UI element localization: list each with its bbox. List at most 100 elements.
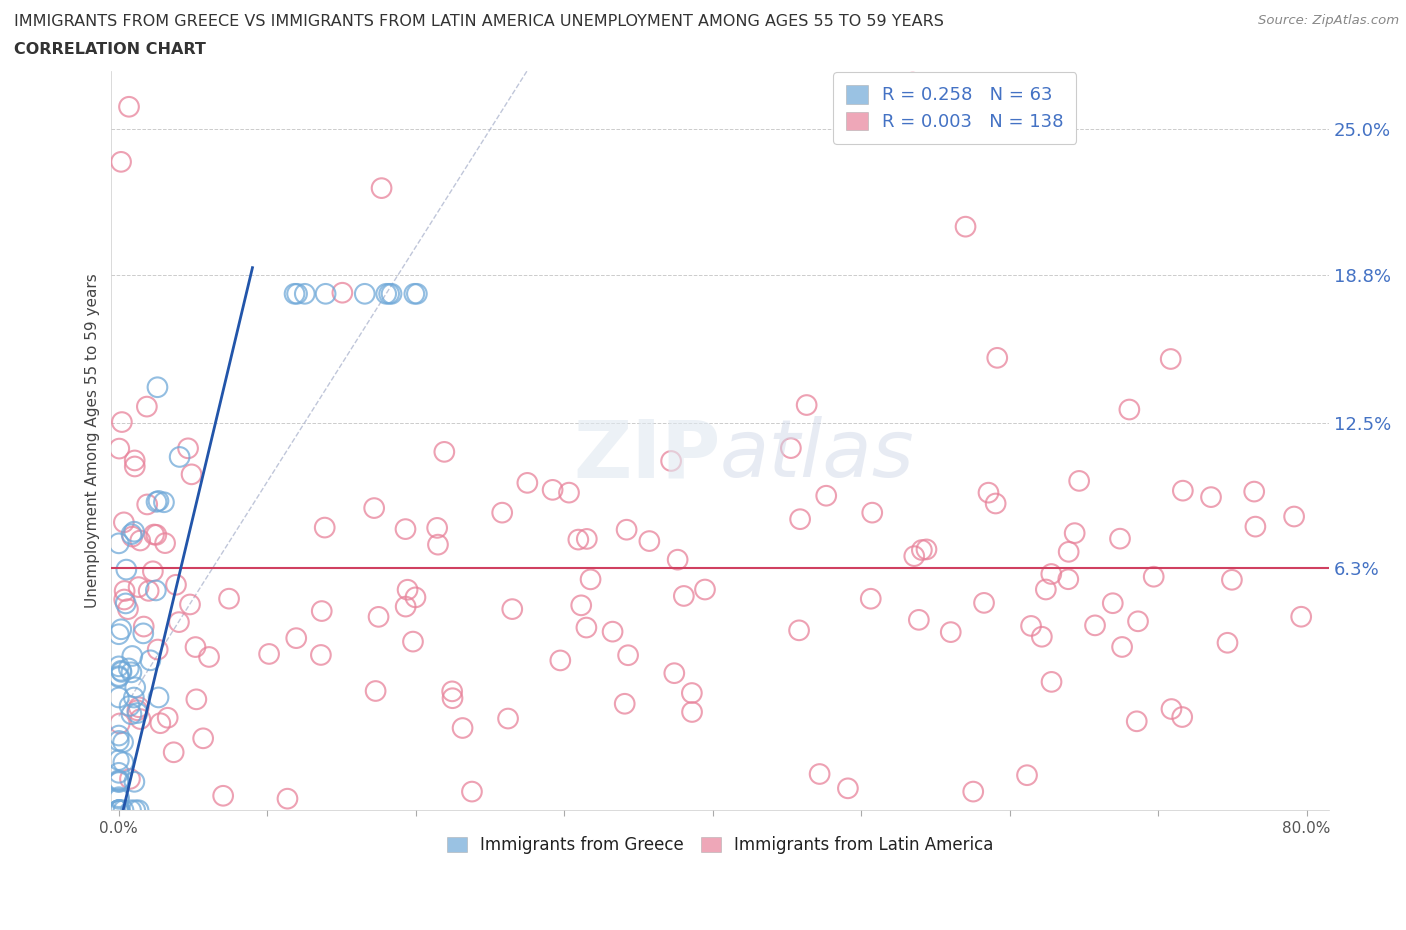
Point xyxy=(1243,485,1265,499)
Point xyxy=(977,485,1000,500)
Point xyxy=(110,663,132,678)
Point xyxy=(124,459,146,474)
Point xyxy=(496,711,519,726)
Point xyxy=(664,666,686,681)
Point xyxy=(136,497,159,512)
Point xyxy=(108,716,131,731)
Point xyxy=(311,604,333,618)
Point xyxy=(212,789,235,804)
Point xyxy=(395,599,418,614)
Point xyxy=(108,803,131,817)
Point xyxy=(108,752,131,767)
Point xyxy=(332,286,354,300)
Point xyxy=(402,634,425,649)
Point xyxy=(120,665,142,680)
Point xyxy=(121,648,143,663)
Point xyxy=(441,684,464,698)
Point xyxy=(1031,630,1053,644)
Point xyxy=(112,592,135,607)
Point xyxy=(108,627,131,642)
Point xyxy=(115,562,138,577)
Point xyxy=(108,659,131,674)
Point xyxy=(143,527,166,542)
Point xyxy=(218,591,240,606)
Point xyxy=(672,589,695,604)
Point xyxy=(441,691,464,706)
Point xyxy=(426,521,449,536)
Point xyxy=(127,706,149,721)
Point xyxy=(666,552,689,567)
Point xyxy=(796,398,818,413)
Point xyxy=(186,692,208,707)
Point xyxy=(461,784,484,799)
Point xyxy=(108,803,131,817)
Point xyxy=(128,803,150,817)
Point xyxy=(659,454,682,469)
Point xyxy=(396,582,419,597)
Point xyxy=(108,669,131,684)
Point xyxy=(1220,572,1243,587)
Point xyxy=(118,698,141,713)
Point xyxy=(501,602,523,617)
Point xyxy=(121,526,143,541)
Point xyxy=(575,531,598,546)
Point xyxy=(962,784,984,799)
Point xyxy=(124,803,146,817)
Point xyxy=(491,505,513,520)
Point xyxy=(353,286,375,301)
Point xyxy=(617,648,640,663)
Point xyxy=(1282,509,1305,524)
Point xyxy=(1126,614,1149,629)
Point xyxy=(1101,596,1123,611)
Point xyxy=(550,653,572,668)
Point xyxy=(111,415,134,430)
Point xyxy=(426,538,449,552)
Point xyxy=(780,441,803,456)
Point xyxy=(911,542,934,557)
Point xyxy=(404,286,426,301)
Point xyxy=(120,707,142,722)
Point xyxy=(145,527,167,542)
Point xyxy=(973,595,995,610)
Point xyxy=(112,803,135,817)
Point xyxy=(257,646,280,661)
Point xyxy=(179,597,201,612)
Point xyxy=(146,642,169,657)
Point xyxy=(787,623,810,638)
Point xyxy=(276,791,298,806)
Point xyxy=(124,453,146,468)
Point xyxy=(283,286,305,301)
Point xyxy=(118,100,141,114)
Point xyxy=(165,578,187,592)
Point xyxy=(108,803,131,817)
Point xyxy=(148,494,170,509)
Point xyxy=(146,379,169,394)
Point xyxy=(314,520,336,535)
Point xyxy=(1109,531,1132,546)
Point xyxy=(860,505,883,520)
Point xyxy=(198,649,221,664)
Point xyxy=(681,705,703,720)
Point xyxy=(1143,569,1166,584)
Point xyxy=(285,631,308,645)
Point xyxy=(309,647,332,662)
Point xyxy=(108,775,131,790)
Point xyxy=(367,609,389,624)
Point xyxy=(110,664,132,679)
Point xyxy=(108,803,131,817)
Point xyxy=(129,533,152,548)
Point xyxy=(1084,618,1107,632)
Point xyxy=(156,711,179,725)
Point xyxy=(1171,710,1194,724)
Point xyxy=(315,286,337,301)
Point xyxy=(859,591,882,606)
Point xyxy=(110,622,132,637)
Point xyxy=(127,703,149,718)
Point xyxy=(108,441,131,456)
Point xyxy=(294,286,316,301)
Point xyxy=(108,690,131,705)
Point xyxy=(114,583,136,598)
Point xyxy=(132,626,155,641)
Point xyxy=(139,653,162,668)
Point xyxy=(808,766,831,781)
